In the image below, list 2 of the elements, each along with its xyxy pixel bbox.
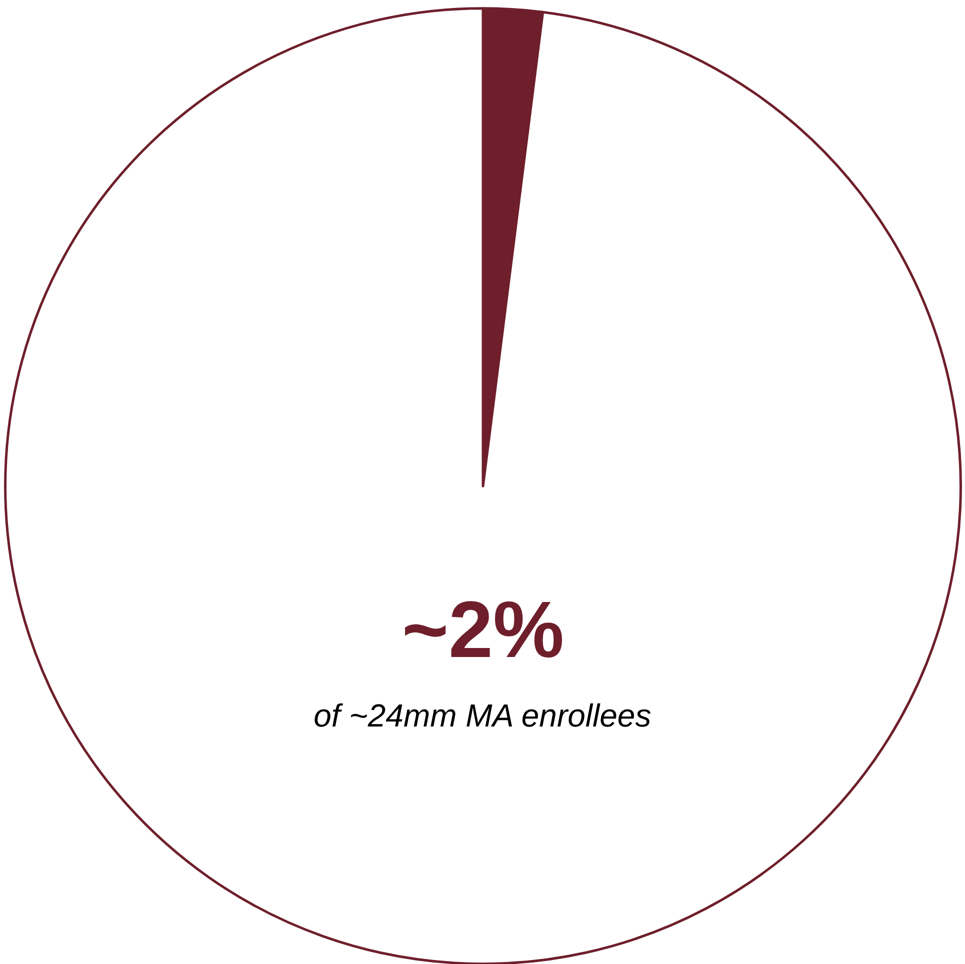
text: ~2% — [402, 585, 564, 674]
text: of ~24mm MA enrollees — [314, 698, 652, 734]
